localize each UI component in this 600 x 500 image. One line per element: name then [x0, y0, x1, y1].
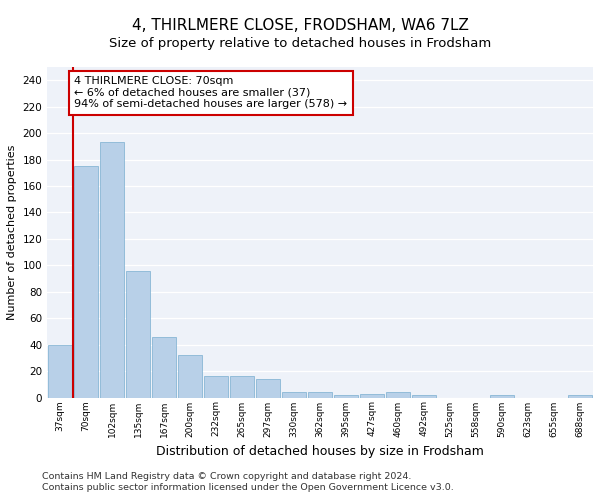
Text: 4 THIRLMERE CLOSE: 70sqm
← 6% of detached houses are smaller (37)
94% of semi-de: 4 THIRLMERE CLOSE: 70sqm ← 6% of detache… [74, 76, 347, 110]
X-axis label: Distribution of detached houses by size in Frodsham: Distribution of detached houses by size … [156, 445, 484, 458]
Bar [127, 270, 150, 398]
Bar [230, 376, 254, 398]
Y-axis label: Number of detached properties: Number of detached properties [7, 144, 17, 320]
Text: Contains public sector information licensed under the Open Government Licence v3: Contains public sector information licen… [42, 484, 454, 492]
Bar [178, 355, 202, 398]
Bar [100, 142, 124, 398]
Bar [361, 394, 384, 398]
Bar [283, 392, 306, 398]
Bar [49, 344, 72, 398]
Text: 4, THIRLMERE CLOSE, FRODSHAM, WA6 7LZ: 4, THIRLMERE CLOSE, FRODSHAM, WA6 7LZ [131, 18, 469, 32]
Text: Contains HM Land Registry data © Crown copyright and database right 2024.: Contains HM Land Registry data © Crown c… [42, 472, 412, 481]
Bar [568, 395, 592, 398]
Bar [334, 395, 358, 398]
Bar [256, 379, 280, 398]
Bar [308, 392, 332, 398]
Bar [152, 336, 176, 398]
Bar [386, 392, 410, 398]
Bar [412, 395, 436, 398]
Bar [74, 166, 98, 398]
Text: Size of property relative to detached houses in Frodsham: Size of property relative to detached ho… [109, 38, 491, 51]
Bar [490, 395, 514, 398]
Bar [205, 376, 228, 398]
